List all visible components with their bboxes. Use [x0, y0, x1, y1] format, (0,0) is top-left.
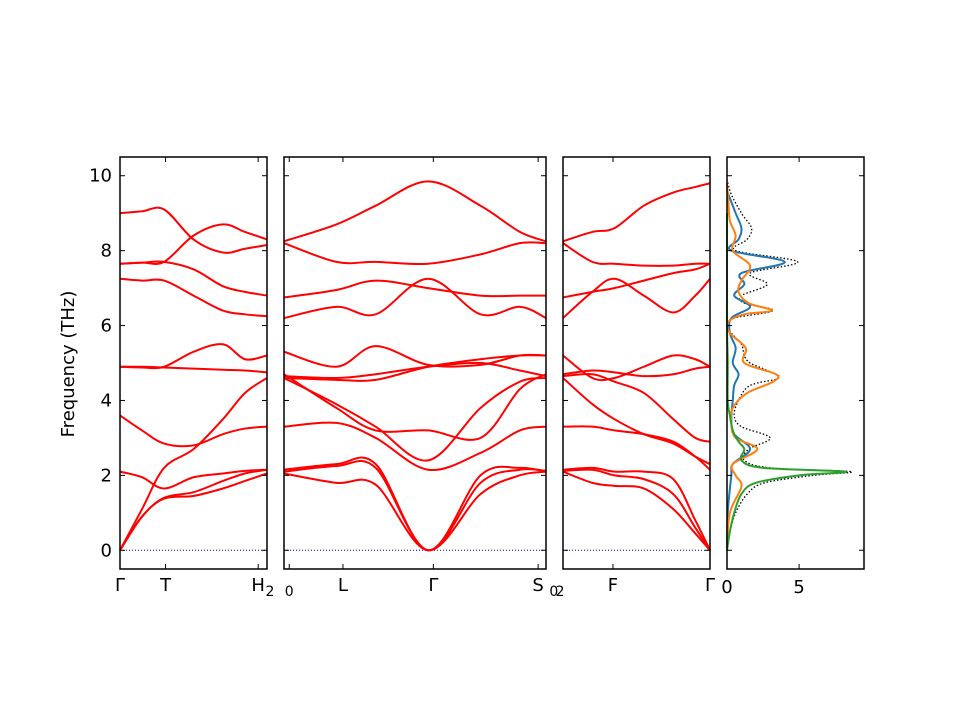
phonon-branch-b3 — [562, 466, 711, 551]
phonon-branch-b7 — [119, 343, 268, 370]
dos-curve-2 — [726, 183, 780, 551]
dos-curve-1 — [726, 190, 786, 551]
phonon-branch-b1 — [119, 472, 268, 551]
phonon-branch-b12 — [283, 241, 547, 266]
x-tick-label: Γ — [115, 575, 125, 596]
y-axis-label: Frequency (THz) — [58, 291, 79, 438]
x-tick-label: Γ — [428, 575, 438, 596]
phonon-branch-b2 — [119, 468, 268, 551]
dos-curve-0 — [726, 179, 853, 551]
axes-frame — [726, 156, 865, 570]
phonon-branch-b4 — [283, 421, 547, 472]
x-tick-label: S — [532, 575, 543, 596]
phonon-branch-b9 — [283, 345, 547, 368]
phonon-branch-b3 — [283, 456, 547, 552]
phonon-branch-b11 — [283, 279, 546, 299]
phonon-branch-b2 — [562, 468, 711, 551]
axes-frame — [283, 156, 547, 570]
phonon-branch-b9 — [562, 277, 711, 319]
band-panel-3: 2 F Γ — [556, 156, 715, 600]
x-tick-label: 2 — [265, 584, 274, 600]
x-tick-label: L — [338, 575, 348, 596]
y-tick-label: 8 — [101, 241, 112, 262]
phonon-branch-b5 — [119, 414, 268, 448]
y-tick-label: 0 — [101, 540, 112, 561]
x-tick-label: F — [608, 575, 618, 596]
phonon-branch-b7 — [562, 365, 711, 378]
dos-curve-3 — [725, 213, 847, 551]
x-tick-label: 0 — [285, 584, 294, 600]
x-tick-label: T — [159, 575, 172, 596]
y-tick-label: 4 — [101, 390, 112, 411]
phonon-branch-b12 — [562, 182, 711, 243]
phonon-branch-b5 — [562, 377, 711, 466]
phonon-branch-b11 — [119, 206, 268, 254]
y-tick-label: 10 — [89, 166, 112, 187]
x-tick-label: 2 — [556, 584, 565, 600]
axes-frame — [562, 156, 711, 570]
x-tick-label: Γ — [705, 575, 715, 596]
axes-frame — [119, 156, 268, 570]
phonon-branch-b6 — [283, 373, 547, 441]
phonon-branch-b6 — [562, 373, 711, 443]
phonon-branch-b4 — [119, 468, 268, 490]
x-tick-label: H — [251, 575, 265, 596]
phonon-branch-b5 — [283, 376, 547, 462]
phonon-branch-b11 — [562, 242, 711, 267]
phonon-branch-b8 — [119, 277, 268, 318]
phonon-branch-b10 — [283, 277, 547, 320]
phonon-branch-b3 — [119, 377, 268, 551]
phonon-branch-b9 — [119, 260, 268, 297]
x-tick-label: 0 — [549, 584, 558, 600]
phonon-branch-b1 — [562, 470, 711, 551]
y-tick-label: 2 — [101, 465, 112, 486]
phonon-branch-b8 — [562, 354, 711, 382]
dos-x-tick-label: 5 — [793, 577, 804, 598]
y-tick-label: 6 — [101, 316, 112, 337]
phonon-branch-b13 — [283, 180, 547, 243]
dos-x-tick-label: 0 — [721, 577, 732, 598]
phonon-branch-b10 — [119, 223, 268, 266]
phonon-branch-b10 — [562, 262, 711, 299]
